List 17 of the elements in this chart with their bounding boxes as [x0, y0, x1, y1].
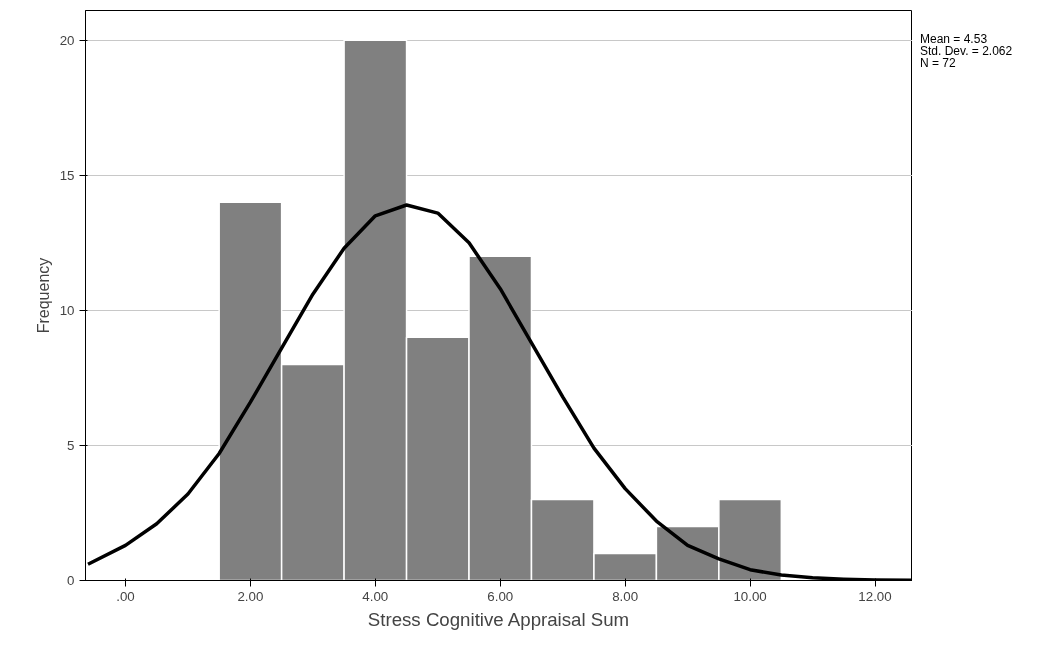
y-tick-label: 10 — [59, 302, 75, 318]
x-axis-title: Stress Cognitive Appraisal Sum — [367, 608, 630, 630]
y-tick-label: 15 — [59, 167, 75, 183]
y-tick-label: 5 — [67, 437, 75, 453]
text: Mean = 4.53 — [920, 32, 988, 46]
x-tick-label: 12.00 — [858, 588, 892, 604]
y-tick-label: 20 — [59, 32, 75, 48]
x-tick-label: .00 — [116, 588, 135, 604]
x-tick-label: 2.00 — [237, 588, 264, 604]
y-axis-title: Frequency — [34, 257, 52, 334]
y-tick-label: 0 — [67, 573, 75, 588]
text: N = 72 — [920, 56, 956, 70]
x-tick-label: 10.00 — [733, 588, 767, 604]
x-tick-label: 8.00 — [612, 588, 639, 604]
x-tick-label: 6.00 — [487, 588, 514, 604]
text: Std. Dev. = 2.062 — [920, 44, 1013, 58]
x-tick-label: 4.00 — [362, 588, 389, 604]
